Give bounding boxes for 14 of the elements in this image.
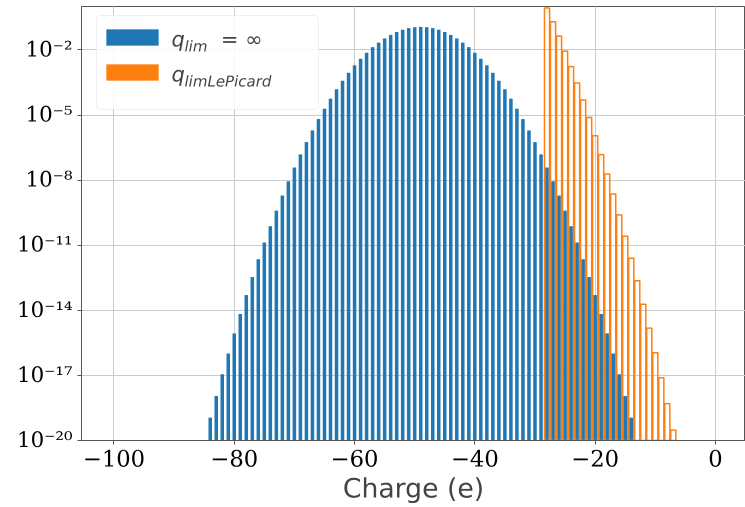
- y-tick-label: 10⁻¹¹: [17, 232, 73, 258]
- x-tick-label: −100: [82, 446, 146, 472]
- y-tick-label: 10⁻⁸: [26, 168, 73, 193]
- x-axis-title: Charge (e): [342, 474, 484, 504]
- x-tick-label: −80: [210, 446, 258, 472]
- y-tick-label: 10⁻²: [26, 37, 73, 62]
- y-tick-label: 10⁻¹⁷: [17, 362, 73, 388]
- x-tick-label: 0: [708, 446, 723, 472]
- x-tick-label: −40: [450, 446, 499, 472]
- x-tick-label: −60: [330, 446, 378, 472]
- y-tick-label: 10⁻¹⁴: [17, 298, 73, 323]
- y-tick-label: 10⁻⁵: [26, 102, 73, 128]
- x-tick-label: −20: [571, 446, 620, 472]
- y-tick-label: 10⁻²⁰: [17, 428, 73, 453]
